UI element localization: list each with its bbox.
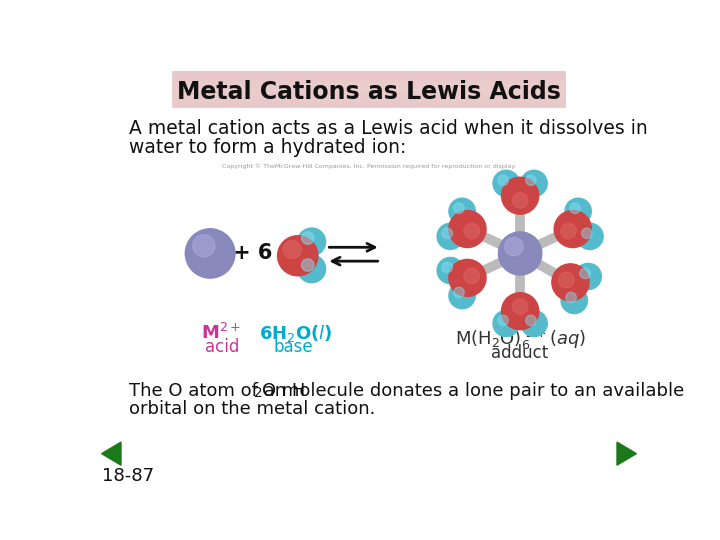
Circle shape [449, 211, 486, 247]
Circle shape [521, 170, 547, 197]
Text: base: base [274, 338, 313, 356]
Circle shape [561, 287, 588, 314]
Circle shape [561, 223, 577, 239]
Circle shape [582, 228, 592, 239]
Circle shape [302, 259, 314, 271]
Circle shape [283, 241, 302, 259]
Text: M$^{2+}$: M$^{2+}$ [201, 323, 240, 343]
Bar [174, 102, 564, 103]
Bar [174, 81, 564, 83]
Text: adduct: adduct [492, 343, 549, 362]
Circle shape [437, 258, 464, 284]
Text: Metal Cations as Lewis Acids: Metal Cations as Lewis Acids [177, 80, 561, 104]
Circle shape [521, 310, 547, 336]
Bar [174, 98, 564, 100]
Circle shape [554, 211, 591, 247]
Circle shape [498, 232, 542, 275]
Circle shape [526, 315, 536, 326]
Bar [174, 90, 564, 91]
Bar [174, 83, 564, 85]
Circle shape [297, 255, 325, 283]
Circle shape [513, 299, 528, 314]
Bar [174, 93, 564, 94]
Bar [174, 72, 564, 75]
Circle shape [502, 293, 539, 330]
Bar [174, 74, 564, 76]
Text: 2: 2 [253, 386, 262, 400]
Bar [174, 91, 564, 93]
Circle shape [498, 175, 508, 186]
Circle shape [464, 268, 480, 284]
Circle shape [442, 262, 452, 273]
Circle shape [493, 310, 519, 336]
Bar [174, 79, 564, 81]
Text: acid: acid [204, 338, 239, 356]
Bar [174, 78, 564, 79]
Text: orbital on the metal cation.: orbital on the metal cation. [129, 400, 375, 418]
Bar [174, 96, 564, 98]
Text: O molecule donates a lone pair to an available: O molecule donates a lone pair to an ava… [262, 382, 684, 400]
Circle shape [297, 228, 325, 256]
Circle shape [498, 315, 508, 326]
Circle shape [449, 259, 486, 296]
Text: M(H$_2$O)$_6^{\ 2+}$($\mathit{aq}$): M(H$_2$O)$_6^{\ 2+}$($\mathit{aq}$) [454, 327, 585, 352]
Bar [174, 94, 564, 97]
Bar [174, 86, 564, 88]
Circle shape [454, 287, 464, 298]
Circle shape [449, 282, 475, 309]
Circle shape [464, 223, 480, 239]
Bar [174, 84, 564, 86]
Circle shape [449, 198, 475, 224]
Text: Copyright © TheMcGraw-Hill Companies, Inc. Permission required for reproduction : Copyright © TheMcGraw-Hill Companies, In… [222, 164, 516, 169]
Circle shape [505, 237, 523, 256]
Polygon shape [102, 442, 121, 465]
Circle shape [442, 228, 452, 239]
Circle shape [552, 264, 589, 301]
Circle shape [513, 193, 528, 208]
Polygon shape [617, 442, 636, 465]
Text: water to form a hydrated ion:: water to form a hydrated ion: [129, 138, 406, 157]
Text: A metal cation acts as a Lewis acid when it dissolves in: A metal cation acts as a Lewis acid when… [129, 119, 647, 138]
Circle shape [437, 224, 464, 249]
Bar [174, 99, 564, 102]
FancyBboxPatch shape [172, 71, 566, 108]
Circle shape [565, 198, 591, 224]
Circle shape [502, 177, 539, 214]
Circle shape [580, 268, 590, 279]
Bar [174, 76, 564, 78]
Circle shape [277, 236, 318, 276]
Circle shape [559, 272, 575, 288]
Circle shape [454, 203, 464, 213]
Circle shape [302, 232, 314, 244]
Circle shape [493, 170, 519, 197]
Circle shape [577, 224, 603, 249]
Circle shape [185, 229, 235, 278]
Circle shape [566, 292, 577, 302]
Bar [174, 105, 564, 106]
Circle shape [575, 264, 601, 289]
Circle shape [526, 175, 536, 186]
Circle shape [570, 203, 580, 213]
Bar [174, 87, 564, 90]
Text: 18-87: 18-87 [102, 467, 154, 485]
Text: + 6: + 6 [233, 244, 272, 264]
Text: The O atom of an H: The O atom of an H [129, 382, 305, 400]
Circle shape [193, 235, 215, 257]
Text: 6H$_2$O($\it{l}$): 6H$_2$O($\it{l}$) [259, 323, 333, 344]
Bar [174, 103, 564, 105]
